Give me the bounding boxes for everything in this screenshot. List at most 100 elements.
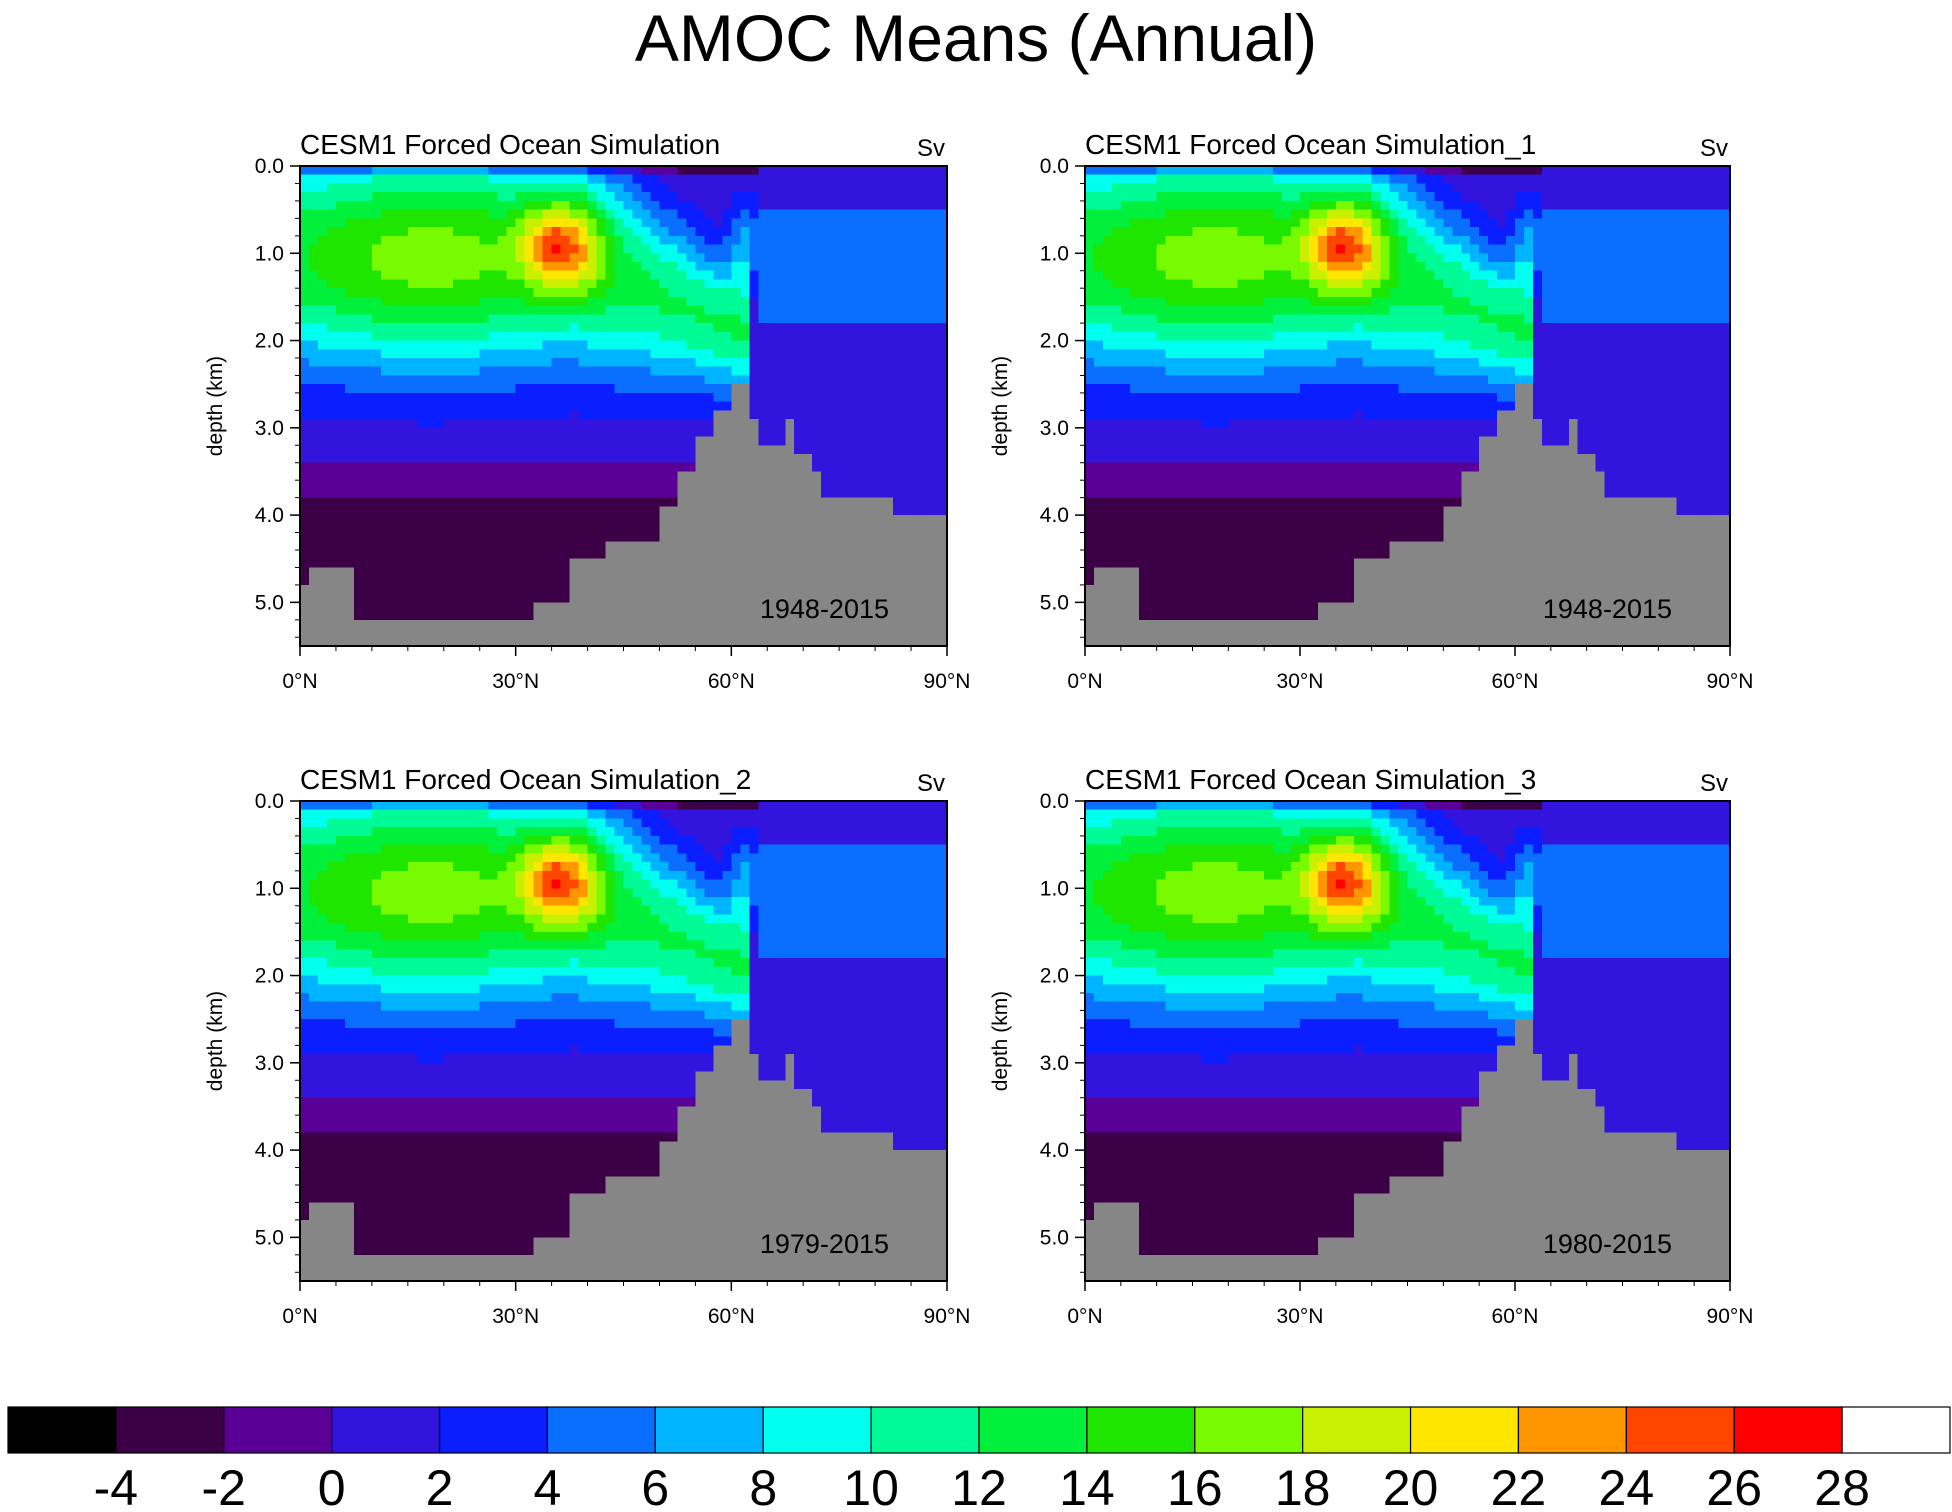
x-tick-label: 0°N — [1067, 1305, 1102, 1328]
x-tick-label: 0°N — [282, 1305, 317, 1328]
colorbar-label: 22 — [1491, 1460, 1547, 1512]
colorbar-swatch — [1411, 1407, 1519, 1453]
y-axis-label: depth (km) — [989, 356, 1012, 456]
x-tick-label: 90°N — [1707, 670, 1754, 693]
y-tick-label: 1.0 — [255, 877, 284, 900]
period-label: 1979-2015 — [760, 1229, 889, 1259]
colorbar-label: 24 — [1599, 1460, 1655, 1512]
colorbar-label: 8 — [749, 1460, 777, 1512]
colorbar-label: 4 — [534, 1460, 562, 1512]
colorbar-label: 12 — [951, 1460, 1007, 1512]
units-label: Sv — [1700, 135, 1728, 162]
x-tick-label: 30°N — [492, 1305, 539, 1328]
contour-field — [1085, 166, 1731, 647]
x-tick-label: 60°N — [708, 670, 755, 693]
colorbar-swatch — [979, 1407, 1087, 1453]
panel-3: 0°N 30°N 60°N 90°N 0.0 1.0 2.0 3.0 4.0 5.0 depth (… — [204, 764, 970, 1328]
y-axis-label: depth (km) — [204, 356, 227, 456]
period-label: 1980-2015 — [1543, 1229, 1672, 1259]
units-label: Sv — [917, 770, 945, 797]
y-tick-label: 3.0 — [1040, 417, 1069, 440]
panel-title: CESM1 Forced Ocean Simulation — [300, 129, 720, 160]
colorbar-swatch — [1734, 1407, 1842, 1453]
y-tick-label: 4.0 — [1040, 1139, 1069, 1162]
units-label: Sv — [1700, 770, 1728, 797]
colorbar: -4 -2 0 2 4 6 8 10 12 14 16 18 20 22 24 26 28 — [8, 1407, 1950, 1512]
period-label: 1948-2015 — [760, 594, 889, 624]
y-tick-label: 4.0 — [255, 1139, 284, 1162]
figure-canvas: 0°N 30°N 60°N 90°N0.01.02.03.04.05.0depth (… — [0, 0, 1952, 1512]
panel-title: CESM1 Forced Ocean Simulation_3 — [1085, 764, 1536, 795]
y-tick-label: 4.0 — [255, 504, 284, 527]
y-tick-label: 3.0 — [255, 1052, 284, 1075]
y-tick-label: 3.0 — [255, 417, 284, 440]
x-tick-label: 60°N — [1492, 670, 1539, 693]
x-tick-label: 0°N — [1067, 670, 1102, 693]
contour-field — [1085, 801, 1731, 1282]
y-tick-label: 5.0 — [1040, 1226, 1069, 1249]
colorbar-swatch — [871, 1407, 979, 1453]
y-tick-label: 3.0 — [1040, 1052, 1069, 1075]
y-tick-label: 2.0 — [1040, 330, 1069, 353]
x-tick-label: 30°N — [1277, 670, 1324, 693]
colorbar-swatch — [1626, 1407, 1734, 1453]
x-tick-label: 90°N — [1707, 1305, 1754, 1328]
colorbar-swatch — [1087, 1407, 1195, 1453]
x-tick-label: 90°N — [924, 670, 971, 693]
colorbar-swatch — [1303, 1407, 1411, 1453]
y-tick-label: 1.0 — [255, 242, 284, 265]
y-tick-label: 2.0 — [255, 330, 284, 353]
colorbar-swatch — [116, 1407, 224, 1453]
period-label: 1948-2015 — [1543, 594, 1672, 624]
y-tick-label: 1.0 — [1040, 242, 1069, 265]
panel-2: 0°N 30°N 60°N 90°N 0.0 1.0 2.0 3.0 4.0 5.0 depth (… — [989, 129, 1753, 693]
colorbar-label: 18 — [1275, 1460, 1331, 1512]
colorbar-label: 0 — [318, 1460, 346, 1512]
colorbar-label: 26 — [1706, 1460, 1762, 1512]
y-tick-label: 2.0 — [255, 965, 284, 988]
y-tick-label: 2.0 — [1040, 965, 1069, 988]
colorbar-label: 14 — [1059, 1460, 1115, 1512]
x-tick-label: 60°N — [708, 1305, 755, 1328]
y-tick-label: 0.0 — [1040, 155, 1069, 178]
panel-1: 0°N 30°N 60°N 90°N 0.0 1.0 2.0 3.0 4.0 5.0 depth (… — [204, 129, 970, 693]
colorbar-swatch — [224, 1407, 332, 1453]
panel-title: CESM1 Forced Ocean Simulation_1 — [1085, 129, 1536, 160]
colorbar-label: 2 — [426, 1460, 454, 1512]
colorbar-label: 20 — [1383, 1460, 1439, 1512]
colorbar-label: 28 — [1814, 1460, 1870, 1512]
y-tick-label: 1.0 — [1040, 877, 1069, 900]
y-tick-label: 5.0 — [255, 1226, 284, 1249]
colorbar-swatch — [1518, 1407, 1626, 1453]
colorbar-swatch — [1842, 1407, 1950, 1453]
colorbar-label: -4 — [94, 1460, 138, 1512]
y-axis-label: depth (km) — [204, 991, 227, 1091]
y-tick-label: 5.0 — [255, 591, 284, 614]
x-tick-label: 0°N — [282, 670, 317, 693]
colorbar-label: 6 — [641, 1460, 669, 1512]
colorbar-swatch — [8, 1407, 116, 1453]
colorbar-label: -2 — [202, 1460, 246, 1512]
y-tick-label: 0.0 — [255, 790, 284, 813]
colorbar-swatch — [655, 1407, 763, 1453]
colorbar-swatch — [332, 1407, 440, 1453]
x-tick-label: 30°N — [492, 670, 539, 693]
x-tick-label: 90°N — [924, 1305, 971, 1328]
units-label: Sv — [917, 135, 945, 162]
y-tick-label: 4.0 — [1040, 504, 1069, 527]
colorbar-swatch — [547, 1407, 655, 1453]
x-tick-label: 60°N — [1492, 1305, 1539, 1328]
colorbar-swatch — [763, 1407, 871, 1453]
colorbar-swatch — [1195, 1407, 1303, 1453]
colorbar-label: 16 — [1167, 1460, 1223, 1512]
y-tick-label: 0.0 — [255, 155, 284, 178]
panel-title: CESM1 Forced Ocean Simulation_2 — [300, 764, 751, 795]
colorbar-swatch — [440, 1407, 548, 1453]
contour-field — [300, 801, 948, 1282]
contour-field — [300, 166, 948, 647]
x-tick-label: 30°N — [1277, 1305, 1324, 1328]
y-axis-label: depth (km) — [989, 991, 1012, 1091]
colorbar-label: 10 — [843, 1460, 899, 1512]
y-tick-label: 5.0 — [1040, 591, 1069, 614]
